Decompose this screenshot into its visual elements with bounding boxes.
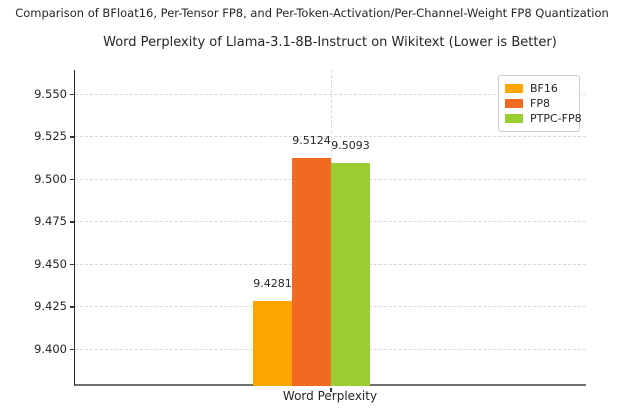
bar-value-label-fp8: 9.5124 <box>292 133 331 147</box>
chart-title: Word Perplexity of Llama-3.1-8B-Instruct… <box>103 35 557 50</box>
y-tick-mark <box>70 348 74 351</box>
legend-label: BF16 <box>530 82 558 95</box>
h-gridline <box>75 93 586 95</box>
y-tick-mark <box>70 93 74 96</box>
y-tick-label: 9.425 <box>34 299 67 314</box>
legend-swatch-ptpc-fp8 <box>505 114 523 123</box>
y-tick-mark <box>70 221 74 223</box>
y-tick-mark <box>70 263 74 266</box>
y-tick-label: 9.475 <box>34 214 67 229</box>
bar-value-label-ptpc-fp8: 9.5093 <box>331 138 370 152</box>
y-tick-label: 9.525 <box>34 129 67 144</box>
figure-suptitle: Comparison of BFloat16, Per-Tensor FP8, … <box>15 6 609 20</box>
legend-label: FP8 <box>530 97 550 110</box>
y-tick-label: 9.450 <box>34 256 67 271</box>
y-tick-label: 9.550 <box>34 86 67 101</box>
bar-value-label-bf16: 9.4281 <box>253 276 292 290</box>
legend-label: PTPC-FP8 <box>530 112 582 125</box>
legend-item-bf16: BF16 <box>505 81 573 96</box>
y-tick-mark <box>70 178 74 181</box>
y-tick-mark <box>70 136 74 138</box>
y-tick-label: 9.400 <box>34 341 67 356</box>
bar-fp8 <box>292 157 331 386</box>
legend: BF16 FP8 PTPC-FP8 <box>498 75 582 132</box>
legend-swatch-fp8 <box>505 99 523 108</box>
bar-bf16 <box>253 300 292 386</box>
x-tick-label: Word Perplexity <box>282 389 378 403</box>
y-tick-label: 9.500 <box>34 171 67 186</box>
h-gridline <box>75 136 586 138</box>
legend-swatch-bf16 <box>505 84 523 93</box>
x-tick-mark <box>330 388 332 392</box>
bar-ptpc-fp8 <box>331 162 370 386</box>
y-tick-mark <box>70 306 74 308</box>
legend-item-ptpc-fp8: PTPC-FP8 <box>505 111 582 126</box>
legend-item-fp8: FP8 <box>505 96 573 111</box>
